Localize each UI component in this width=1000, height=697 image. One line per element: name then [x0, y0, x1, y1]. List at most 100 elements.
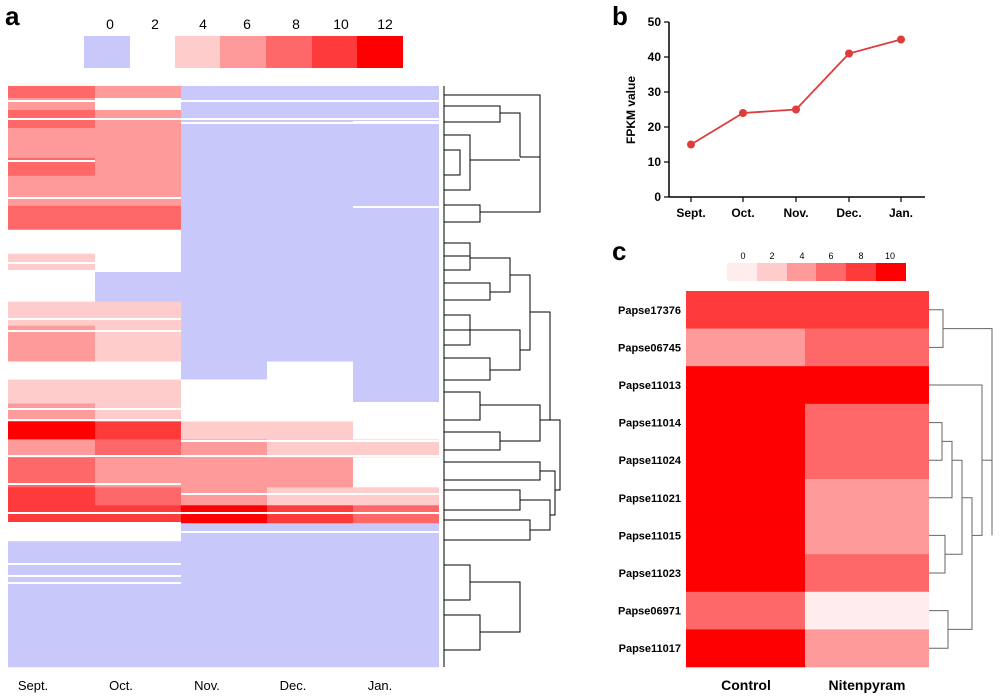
dendrogram-branch: [929, 440, 953, 499]
row-separator: [8, 330, 181, 332]
heatmap-cell: [686, 403, 805, 442]
heatmap-cell: [8, 229, 95, 255]
dendrogram-branch: [480, 404, 541, 442]
heatmap-cell: [8, 301, 95, 326]
dendrogram-branch: [444, 204, 481, 223]
column-label: Nitenpyram: [828, 677, 905, 693]
legend-tick-label: 4: [199, 16, 207, 32]
legend-tick-label: 10: [885, 251, 895, 261]
heatmap-cell: [8, 541, 95, 668]
heatmap-cell: [267, 379, 353, 404]
heatmap-cell: [95, 361, 181, 380]
panel-a-letter: a: [5, 1, 20, 31]
heatmap-cell: [8, 505, 95, 524]
heatmap-cell: [267, 253, 353, 272]
dendrogram-branch: [929, 309, 944, 348]
dendrogram-branch: [444, 614, 481, 651]
heatmap-cell: [181, 127, 267, 159]
dendrogram-branch: [943, 328, 993, 536]
panel-b-line-series: [687, 35, 905, 149]
dendrogram-branch: [470, 329, 521, 371]
column-label: Jan.: [368, 678, 393, 693]
row-label: Papse17376: [618, 305, 681, 317]
heatmap-cell: [353, 175, 439, 207]
row-separator: [8, 483, 181, 485]
heatmap-cell: [267, 505, 353, 524]
data-point: [897, 35, 905, 44]
heatmap-cell: [353, 403, 439, 422]
row-separator: [181, 493, 439, 495]
panel-a-row-dendrogram: [443, 86, 561, 667]
legend-tick-label: 2: [769, 251, 774, 261]
panel-c-row-dendrogram: [929, 309, 993, 649]
heatmap-cell: [95, 487, 181, 506]
heatmap-cell: [267, 325, 353, 362]
panel-c-letter: c: [612, 236, 626, 266]
heatmap-cell: [267, 157, 353, 177]
heatmap-cell: [267, 361, 353, 380]
heatmap-cell: [267, 301, 353, 326]
heatmap-cell: [8, 97, 95, 111]
heatmap-cell: [181, 421, 267, 440]
heatmap-cell: [805, 403, 929, 442]
heatmap-cell: [267, 97, 353, 111]
row-separator: [8, 118, 439, 120]
heatmap-cell: [267, 229, 353, 255]
heatmap-cell: [267, 271, 353, 302]
heatmap-cell: [95, 127, 181, 159]
heatmap-cell: [8, 271, 95, 302]
y-tick-label: 20: [648, 120, 662, 134]
heatmap-cell: [353, 97, 439, 111]
row-label: Papse11023: [619, 568, 681, 580]
row-separator: [8, 522, 181, 524]
x-tick-label: Dec.: [836, 206, 861, 220]
dendrogram-branch: [550, 419, 561, 491]
heatmap-cell: [95, 541, 181, 668]
dendrogram-branch: [444, 519, 531, 541]
heatmap-cell: [95, 175, 181, 207]
series-line: [690, 38, 902, 146]
panel-c-heatmap: [686, 291, 929, 668]
row-label: Papse11014: [619, 418, 682, 430]
heatmap-cell: [95, 86, 181, 99]
row-separator: [8, 408, 439, 410]
legend-tick-label: 4: [799, 251, 804, 261]
heatmap-cell: [267, 421, 353, 440]
heatmap-cell: [686, 591, 805, 630]
heatmap-cell: [181, 205, 267, 231]
row-label: Papse11015: [619, 530, 681, 542]
heatmap-cell: [95, 523, 181, 542]
legend-swatch: [130, 36, 175, 68]
data-point: [792, 105, 800, 114]
heatmap-cell: [686, 554, 805, 593]
heatmap-cell: [805, 516, 929, 555]
dendrogram-branch: [444, 461, 541, 481]
heatmap-cell: [95, 97, 181, 111]
heatmap-cell: [181, 379, 267, 404]
row-separator: [8, 270, 181, 272]
row-separator: [8, 100, 439, 102]
dendrogram-branch: [520, 499, 551, 531]
y-tick-label: 0: [654, 190, 661, 204]
row-label: Papse06745: [618, 342, 681, 354]
heatmap-cell: [267, 457, 353, 488]
heatmap-cell: [181, 403, 267, 422]
heatmap-cell: [95, 271, 181, 302]
x-tick-label: Oct.: [731, 206, 754, 220]
row-separator: [8, 455, 439, 457]
dendrogram-branch: [470, 581, 521, 633]
heatmap-cell: [95, 403, 181, 422]
heatmap-cell: [181, 301, 267, 326]
dendrogram-branch: [444, 105, 501, 123]
row-separator: [181, 440, 439, 442]
heatmap-cell: [805, 328, 929, 367]
legend-tick-label: 2: [151, 16, 159, 32]
heatmap-cell: [805, 554, 929, 593]
heatmap-cell: [181, 97, 267, 111]
heatmap-cell: [267, 86, 353, 99]
heatmap-cell: [353, 205, 439, 231]
heatmap-cell: [353, 487, 439, 506]
heatmap-cell: [267, 439, 353, 458]
heatmap-cell: [181, 487, 267, 506]
